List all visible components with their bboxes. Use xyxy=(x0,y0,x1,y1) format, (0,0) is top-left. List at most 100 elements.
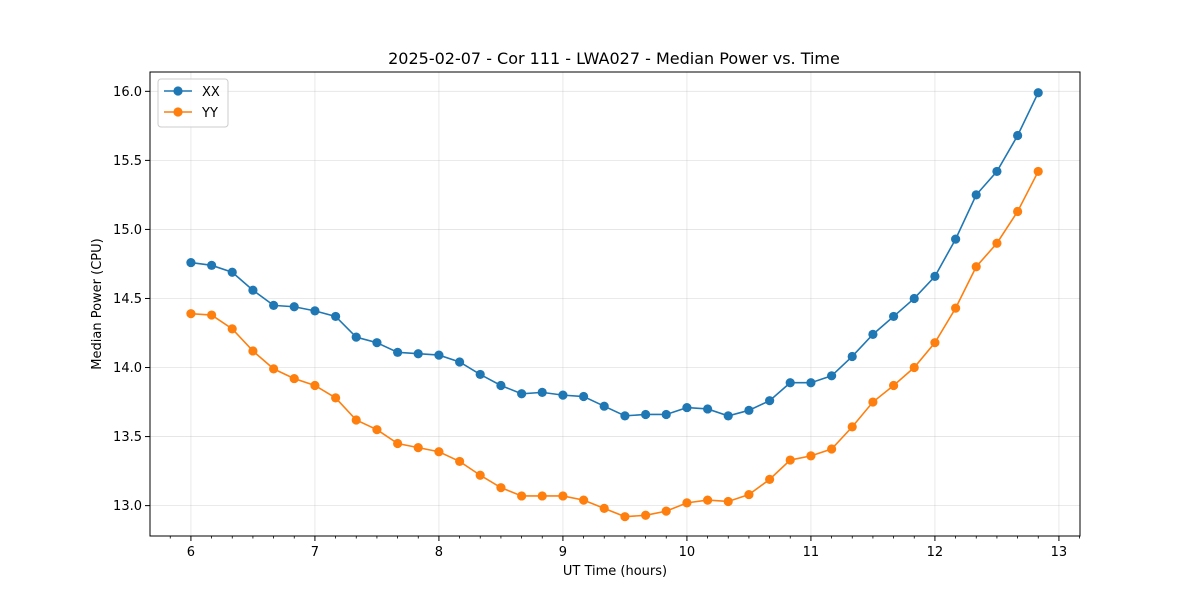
chart-title: 2025-02-07 - Cor 111 - LWA027 - Median P… xyxy=(388,49,840,68)
data-point-yy xyxy=(351,415,361,425)
data-point-xx xyxy=(186,257,196,268)
data-point-xx xyxy=(951,234,961,244)
data-point-yy xyxy=(248,346,258,356)
x-axis-label: UT Time (hours) xyxy=(563,564,667,579)
data-point-xx xyxy=(207,260,217,270)
data-point-xx xyxy=(682,402,692,413)
y-tick-label: 14.0 xyxy=(113,361,142,376)
data-point-xx xyxy=(599,401,609,411)
data-point-yy xyxy=(951,303,961,313)
data-point-yy xyxy=(599,503,609,513)
data-point-xx xyxy=(889,311,899,322)
data-point-xx xyxy=(930,271,940,281)
data-point-xx xyxy=(537,387,547,397)
data-point-yy xyxy=(269,364,279,374)
x-tick-label: 8 xyxy=(435,545,443,560)
series-line-yy xyxy=(190,171,1039,518)
y-tick-label: 14.5 xyxy=(113,292,142,307)
x-tick-label: 6 xyxy=(187,545,195,560)
data-point-yy xyxy=(889,380,899,391)
data-point-yy xyxy=(227,324,237,334)
data-point-yy xyxy=(207,310,217,320)
data-point-yy xyxy=(661,506,671,516)
data-point-xx xyxy=(1013,130,1023,141)
data-point-xx xyxy=(227,267,237,277)
y-tick-label: 16.0 xyxy=(113,85,142,100)
data-point-xx xyxy=(413,349,423,359)
data-point-yy xyxy=(827,444,837,454)
data-point-xx xyxy=(289,302,299,312)
data-point-xx xyxy=(868,329,878,339)
data-point-xx xyxy=(351,332,361,342)
data-point-xx xyxy=(475,369,485,380)
legend-item-xx: XX xyxy=(164,85,220,100)
data-point-xx xyxy=(661,409,671,420)
data-point-yy xyxy=(682,498,692,508)
data-point-xx xyxy=(806,378,816,388)
data-point-yy xyxy=(186,309,196,319)
data-point-xx xyxy=(765,396,775,406)
data-point-yy xyxy=(868,397,878,407)
data-point-yy xyxy=(537,491,547,501)
data-point-xx xyxy=(641,409,651,420)
legend-item-yy: YY xyxy=(164,106,218,121)
data-point-yy xyxy=(992,238,1002,248)
data-point-yy xyxy=(723,496,733,507)
legend-marker xyxy=(173,107,183,117)
data-point-yy xyxy=(620,512,630,522)
data-point-yy xyxy=(744,489,754,500)
data-point-xx xyxy=(248,285,258,295)
data-point-xx xyxy=(372,338,382,348)
data-point-yy xyxy=(703,495,713,505)
data-point-xx xyxy=(827,371,837,381)
data-point-xx xyxy=(971,190,981,200)
data-point-xx xyxy=(310,306,320,316)
data-point-xx xyxy=(1033,88,1043,98)
data-point-yy xyxy=(372,425,382,435)
data-point-xx xyxy=(434,350,444,360)
y-tick-label: 15.5 xyxy=(113,154,142,169)
x-tick-label: 12 xyxy=(927,545,944,560)
data-point-xx xyxy=(517,389,527,399)
y-tick-label: 13.5 xyxy=(113,430,142,445)
series-yy xyxy=(186,166,1043,522)
data-point-xx xyxy=(847,351,857,362)
y-axis-label: Median Power (CPU) xyxy=(90,238,105,369)
data-point-yy xyxy=(558,491,568,501)
data-point-yy xyxy=(909,362,919,373)
data-point-xx xyxy=(744,405,754,415)
series-layer xyxy=(186,88,1043,522)
legend-label: YY xyxy=(201,106,218,121)
series-xx xyxy=(186,88,1043,421)
data-point-xx xyxy=(579,391,589,402)
data-point-xx xyxy=(992,166,1002,177)
data-point-xx xyxy=(909,293,919,304)
legend-label: XX xyxy=(202,85,220,100)
data-point-yy xyxy=(785,455,795,465)
data-point-yy xyxy=(331,393,341,403)
grid xyxy=(150,72,1080,536)
data-point-yy xyxy=(310,380,320,391)
data-point-xx xyxy=(785,378,795,388)
data-point-yy xyxy=(517,491,527,501)
plot-frame xyxy=(149,71,1081,537)
data-point-xx xyxy=(455,357,465,367)
x-tick-label: 10 xyxy=(679,545,696,560)
data-point-yy xyxy=(434,447,444,457)
data-point-xx xyxy=(703,404,713,414)
data-point-yy xyxy=(475,470,485,480)
data-point-yy xyxy=(765,474,775,484)
data-point-xx xyxy=(269,300,279,310)
legend-marker xyxy=(173,86,183,96)
data-point-yy xyxy=(393,438,403,449)
legend: XX YY xyxy=(157,78,229,128)
data-point-xx xyxy=(331,311,341,322)
data-point-yy xyxy=(413,443,423,453)
data-point-yy xyxy=(1013,206,1023,217)
data-point-yy xyxy=(806,451,816,461)
x-tick-label: 9 xyxy=(559,545,567,560)
data-point-xx xyxy=(558,390,568,400)
data-point-yy xyxy=(579,495,589,505)
data-point-yy xyxy=(1033,166,1043,177)
